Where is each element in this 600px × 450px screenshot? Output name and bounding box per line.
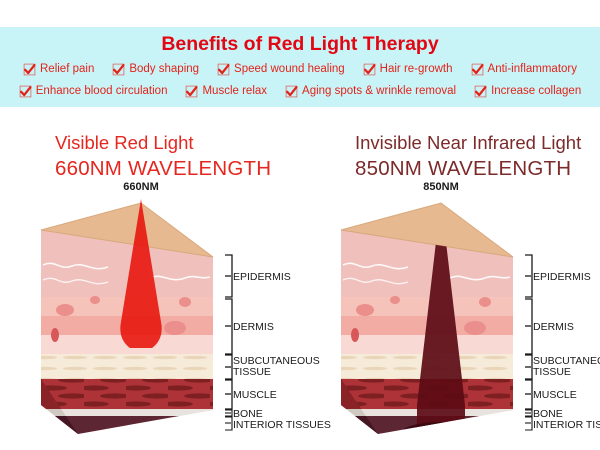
svg-text:MUSCLE: MUSCLE [533, 389, 577, 401]
svg-text:INTERIOR TISSUES: INTERIOR TISSUES [233, 419, 331, 431]
svg-text:DERMIS: DERMIS [233, 321, 274, 333]
svg-text:TISSUE: TISSUE [533, 366, 571, 378]
svg-text:TISSUE: TISSUE [233, 366, 271, 378]
svg-text:EPIDERMIS: EPIDERMIS [233, 271, 291, 283]
svg-text:850NM: 850NM [423, 181, 458, 193]
svg-text:DERMIS: DERMIS [533, 321, 574, 333]
svg-text:EPIDERMIS: EPIDERMIS [533, 271, 591, 283]
svg-text:660NM: 660NM [123, 181, 158, 193]
svg-text:MUSCLE: MUSCLE [233, 389, 277, 401]
svg-text:INTERIOR TISSUES: INTERIOR TISSUES [533, 419, 600, 431]
